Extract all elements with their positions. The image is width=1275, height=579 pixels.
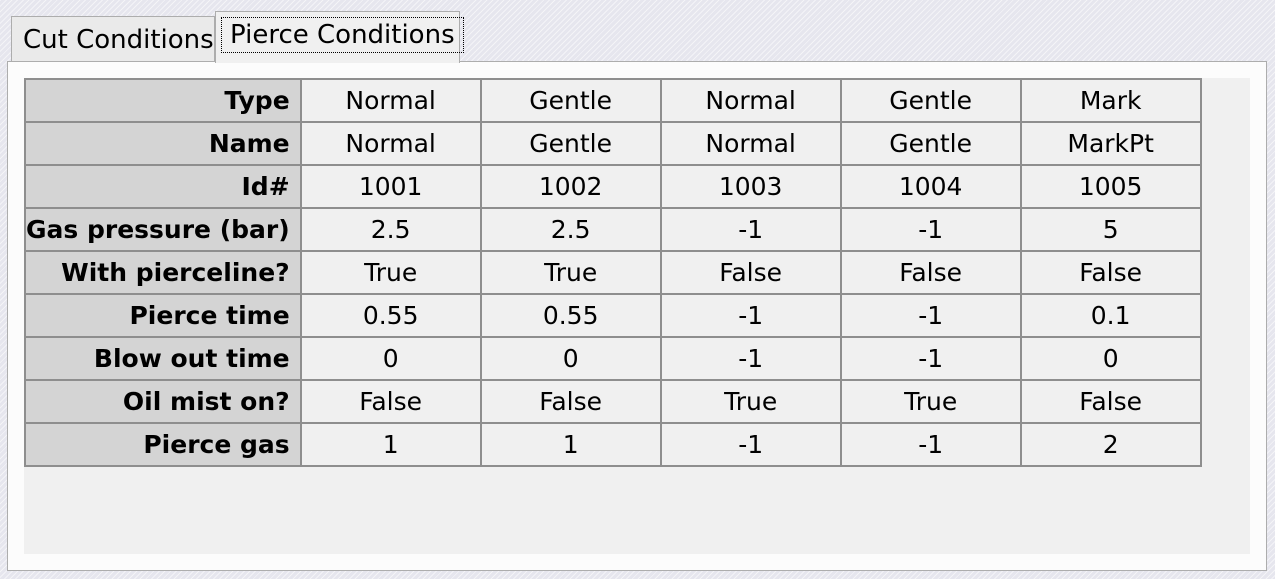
grid-cell[interactable]: 1001 bbox=[299, 164, 482, 209]
row-header[interactable]: Oil mist on? bbox=[24, 379, 302, 424]
grid-cell[interactable]: False bbox=[479, 379, 662, 424]
grid-cell[interactable]: Normal bbox=[299, 78, 482, 123]
table-row: Gas pressure (bar) 2.5 2.5 -1 -1 5 bbox=[24, 207, 1202, 252]
grid-cell[interactable]: False bbox=[1019, 379, 1202, 424]
row-header[interactable]: Pierce gas bbox=[24, 422, 302, 467]
tab-cut-conditions[interactable]: Cut Conditions bbox=[11, 16, 215, 62]
table-row: With pierceline? True True False False False bbox=[24, 250, 1202, 295]
table-row: Pierce time 0.55 0.55 -1 -1 0.1 bbox=[24, 293, 1202, 338]
grid-cell[interactable]: -1 bbox=[839, 422, 1022, 467]
grid-cell[interactable]: Gentle bbox=[479, 121, 662, 166]
grid-cell[interactable]: -1 bbox=[839, 336, 1022, 381]
grid-cell[interactable]: 5 bbox=[1019, 207, 1202, 252]
grid-cell[interactable]: True bbox=[659, 379, 842, 424]
grid-cell[interactable]: 1003 bbox=[659, 164, 842, 209]
grid-cell[interactable]: False bbox=[1019, 250, 1202, 295]
row-header[interactable]: Type bbox=[24, 78, 302, 123]
grid-cell[interactable]: 1002 bbox=[479, 164, 662, 209]
grid-cell[interactable]: -1 bbox=[659, 422, 842, 467]
row-header[interactable]: Pierce time bbox=[24, 293, 302, 338]
grid-cell[interactable]: -1 bbox=[659, 207, 842, 252]
grid-cell[interactable]: Mark bbox=[1019, 78, 1202, 123]
grid-cell[interactable]: -1 bbox=[839, 293, 1022, 338]
grid-cell[interactable]: True bbox=[299, 250, 482, 295]
grid-cell[interactable]: 0 bbox=[299, 336, 482, 381]
grid-cell[interactable]: False bbox=[299, 379, 482, 424]
table-row: Oil mist on? False False True True False bbox=[24, 379, 1202, 424]
grid-cell[interactable]: 0 bbox=[1019, 336, 1202, 381]
row-header[interactable]: Blow out time bbox=[24, 336, 302, 381]
grid-cell[interactable]: True bbox=[839, 379, 1022, 424]
grid-cell[interactable]: -1 bbox=[659, 293, 842, 338]
tab-panel-pierce-conditions: Type Normal Gentle Normal Gentle Mark Name Norm… bbox=[7, 61, 1267, 571]
tab-pierce-conditions-label: Pierce Conditions bbox=[221, 17, 464, 53]
grid-cell[interactable]: 2.5 bbox=[479, 207, 662, 252]
table-row: Id# 1001 1002 1003 1004 1005 bbox=[24, 164, 1202, 209]
tab-pierce-conditions[interactable]: Pierce Conditions bbox=[215, 11, 464, 63]
grid-cell[interactable]: 0.55 bbox=[299, 293, 482, 338]
grid-cell[interactable]: -1 bbox=[839, 207, 1022, 252]
row-header[interactable]: Id# bbox=[24, 164, 302, 209]
grid-cell[interactable]: 0 bbox=[479, 336, 662, 381]
grid-cell[interactable]: Gentle bbox=[839, 121, 1022, 166]
grid-cell[interactable]: 2 bbox=[1019, 422, 1202, 467]
grid-cell[interactable]: MarkPt bbox=[1019, 121, 1202, 166]
table-row: Blow out time 0 0 -1 -1 0 bbox=[24, 336, 1202, 381]
grid-cell[interactable]: False bbox=[839, 250, 1022, 295]
grid-cell[interactable]: 1004 bbox=[839, 164, 1022, 209]
grid-cell[interactable]: Normal bbox=[659, 78, 842, 123]
grid-cell[interactable]: 2.5 bbox=[299, 207, 482, 252]
tab-cut-conditions-label: Cut Conditions bbox=[23, 25, 214, 55]
grid-cell[interactable]: False bbox=[659, 250, 842, 295]
grid-cell[interactable]: True bbox=[479, 250, 662, 295]
grid-cell[interactable]: Normal bbox=[659, 121, 842, 166]
row-header[interactable]: Gas pressure (bar) bbox=[24, 207, 302, 252]
grid-cell[interactable]: 1 bbox=[479, 422, 662, 467]
row-header[interactable]: With pierceline? bbox=[24, 250, 302, 295]
grid-cell[interactable]: -1 bbox=[659, 336, 842, 381]
table-row: Type Normal Gentle Normal Gentle Mark bbox=[24, 78, 1202, 123]
table-row: Pierce gas 1 1 -1 -1 2 bbox=[24, 422, 1202, 467]
grid-cell[interactable]: 0.1 bbox=[1019, 293, 1202, 338]
grid-cell[interactable]: 0.55 bbox=[479, 293, 662, 338]
grid-cell[interactable]: 1 bbox=[299, 422, 482, 467]
row-header[interactable]: Name bbox=[24, 121, 302, 166]
grid-cell[interactable]: Gentle bbox=[479, 78, 662, 123]
pierce-conditions-grid: Type Normal Gentle Normal Gentle Mark Name Norm… bbox=[24, 78, 1250, 554]
grid-cell[interactable]: 1005 bbox=[1019, 164, 1202, 209]
table-row: Name Normal Gentle Normal Gentle MarkPt bbox=[24, 121, 1202, 166]
grid-cell[interactable]: Normal bbox=[299, 121, 482, 166]
pierce-conditions-table: Type Normal Gentle Normal Gentle Mark Name Norm… bbox=[24, 78, 1202, 467]
grid-cell[interactable]: Gentle bbox=[839, 78, 1022, 123]
